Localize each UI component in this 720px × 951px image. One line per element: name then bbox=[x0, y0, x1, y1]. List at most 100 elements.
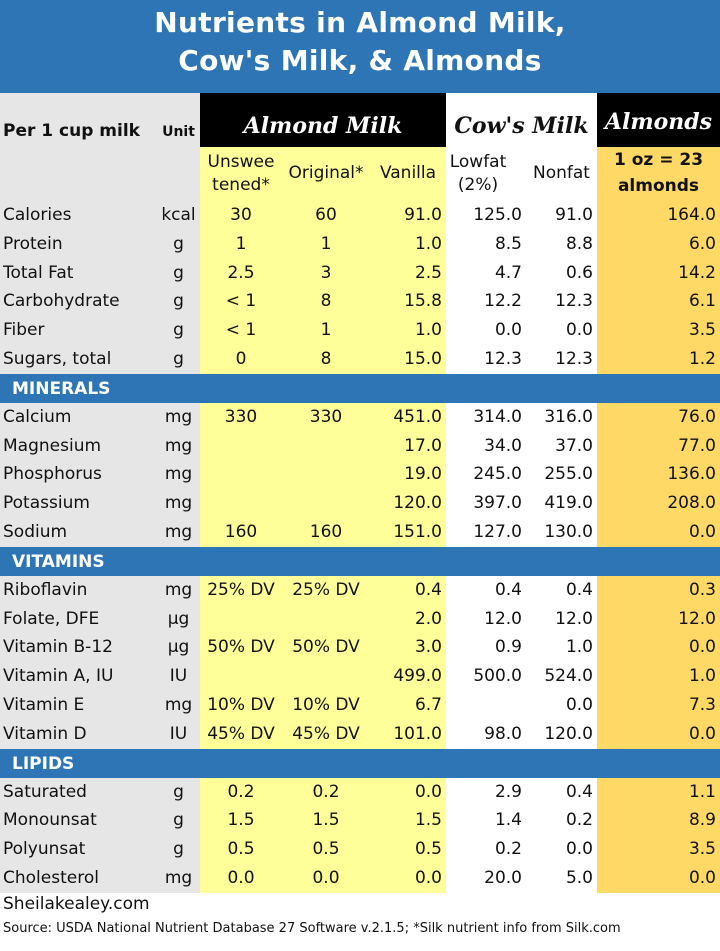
section-bar-lipids bbox=[0, 748, 720, 778]
cell-low: 0.9 bbox=[494, 637, 522, 658]
cell-van: 17.0 bbox=[404, 435, 442, 456]
row-label: Potassium bbox=[3, 493, 90, 514]
almond-milk-column-bg bbox=[200, 575, 446, 749]
cell-orig: 1 bbox=[320, 320, 332, 341]
cell-unsw: 2.5 bbox=[227, 262, 255, 283]
row-unit: g bbox=[173, 839, 184, 860]
cell-non: 1.0 bbox=[565, 637, 593, 658]
cell-non: 8.8 bbox=[565, 233, 593, 254]
cell-orig: 1.5 bbox=[312, 810, 340, 831]
section-bar-minerals bbox=[0, 373, 720, 403]
cell-alm: 0.0 bbox=[688, 637, 716, 658]
row-unit: mg bbox=[164, 435, 193, 456]
row-label: Sugars, total bbox=[3, 349, 112, 369]
cell-van: 101.0 bbox=[393, 723, 442, 744]
row-unit: mg bbox=[164, 406, 193, 427]
cell-non: 524.0 bbox=[544, 666, 593, 687]
almonds-group-header: Almonds bbox=[597, 93, 720, 147]
cell-alm: 0.0 bbox=[688, 868, 716, 888]
cell-alm: 8.9 bbox=[688, 810, 716, 831]
unit-label: Unit bbox=[162, 124, 195, 140]
row-label: Vitamin E bbox=[3, 695, 85, 715]
row-unit: IU bbox=[169, 666, 188, 687]
cell-van: 151.0 bbox=[393, 522, 442, 542]
col-original: Original* bbox=[288, 163, 364, 183]
cell-van: 0.4 bbox=[414, 579, 442, 600]
cell-non: 120.0 bbox=[544, 723, 593, 744]
cell-orig: 1 bbox=[320, 233, 332, 254]
cell-alm: 0.0 bbox=[688, 522, 716, 542]
col-lowfat-line1: Lowfat bbox=[449, 152, 507, 172]
cell-unsw: 330 bbox=[224, 406, 258, 427]
cell-non: 12.0 bbox=[555, 608, 593, 629]
cell-alm: 208.0 bbox=[667, 493, 716, 514]
cell-orig: 45% DV bbox=[292, 723, 360, 744]
cell-non: 91.0 bbox=[555, 205, 593, 225]
row-label: Calcium bbox=[3, 406, 72, 427]
cell-low: 98.0 bbox=[484, 723, 522, 744]
cell-alm: 0.3 bbox=[688, 579, 716, 600]
cell-unsw: 0.5 bbox=[227, 839, 255, 860]
cell-orig: 10% DV bbox=[292, 695, 360, 715]
cell-van: 3.0 bbox=[414, 637, 442, 658]
cell-non: 0.0 bbox=[565, 320, 593, 341]
cell-non: 12.3 bbox=[555, 349, 593, 369]
cell-low: 12.0 bbox=[484, 608, 522, 629]
cell-van: 451.0 bbox=[393, 406, 442, 427]
cell-alm: 6.0 bbox=[688, 233, 716, 254]
section-title-minerals: MINERALS bbox=[12, 378, 111, 399]
cell-van: 6.7 bbox=[414, 695, 442, 715]
cell-orig: 330 bbox=[309, 406, 343, 427]
per-cup-label: Per 1 cup milk bbox=[3, 121, 140, 141]
cell-non: 0.4 bbox=[565, 781, 593, 802]
cell-van: 2.0 bbox=[414, 608, 442, 629]
header-almond-milk-bg bbox=[200, 147, 446, 201]
label-column-bg bbox=[0, 575, 200, 749]
row-label: Vitamin A, IU bbox=[3, 666, 114, 687]
cell-non: 419.0 bbox=[544, 493, 593, 514]
cell-alm: 164.0 bbox=[667, 205, 716, 225]
cell-alm: 12.0 bbox=[678, 608, 716, 629]
cell-van: 0.0 bbox=[414, 781, 442, 802]
cell-low: 245.0 bbox=[473, 464, 522, 485]
cell-non: 0.0 bbox=[565, 695, 593, 715]
cell-unsw: < 1 bbox=[225, 320, 257, 341]
cell-low: 125.0 bbox=[473, 205, 522, 225]
col-nonfat: Nonfat bbox=[533, 163, 590, 183]
cell-van: 2.5 bbox=[414, 262, 442, 283]
cell-low: 4.7 bbox=[494, 262, 522, 283]
cell-non: 316.0 bbox=[544, 406, 593, 427]
row-label: Phosphorus bbox=[3, 464, 102, 485]
row-unit: g bbox=[173, 291, 184, 312]
cell-non: 5.0 bbox=[565, 868, 593, 888]
row-unit: g bbox=[173, 262, 184, 283]
cell-van: 1.0 bbox=[414, 320, 442, 341]
row-label: Fiber bbox=[3, 320, 45, 341]
cell-unsw: 0.0 bbox=[227, 868, 255, 888]
col-almonds-line1: 1 oz = 23 bbox=[613, 150, 704, 170]
cell-alm: 1.1 bbox=[688, 781, 716, 802]
col-vanilla: Vanilla bbox=[379, 163, 437, 183]
row-label: Protein bbox=[3, 233, 63, 254]
cell-van: 19.0 bbox=[404, 464, 442, 485]
almonds-column-bg bbox=[597, 201, 720, 374]
row-unit: mg bbox=[164, 695, 193, 715]
cell-low: 12.3 bbox=[484, 349, 522, 369]
cell-unsw: 50% DV bbox=[207, 637, 275, 658]
cell-alm: 77.0 bbox=[678, 435, 716, 456]
cell-non: 12.3 bbox=[555, 291, 593, 312]
cell-van: 499.0 bbox=[393, 666, 442, 687]
cell-unsw: < 1 bbox=[225, 291, 257, 312]
section-title-lipids: LIPIDS bbox=[12, 753, 75, 774]
cell-low: 397.0 bbox=[473, 493, 522, 514]
row-label: Monounsat bbox=[3, 810, 97, 831]
almond-milk-group-header: Almond Milk bbox=[200, 93, 446, 147]
row-unit: g bbox=[173, 233, 184, 254]
cell-alm: 76.0 bbox=[678, 406, 716, 427]
col-unsweetened-line2: tened* bbox=[212, 175, 270, 195]
row-unit: µg bbox=[167, 608, 190, 629]
cell-orig: 8 bbox=[320, 349, 332, 369]
header-label-bg bbox=[0, 93, 200, 201]
cell-unsw: 10% DV bbox=[207, 695, 275, 715]
cell-unsw: 0 bbox=[235, 349, 247, 369]
